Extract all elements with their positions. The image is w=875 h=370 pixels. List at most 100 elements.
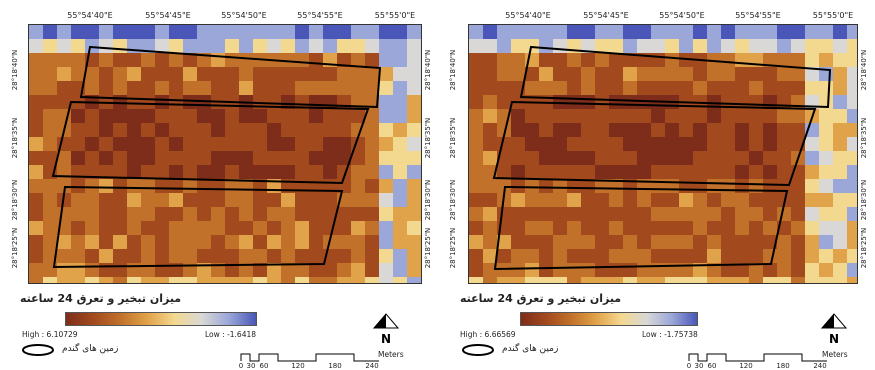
raster-cell	[225, 109, 240, 124]
raster-cell	[609, 39, 624, 54]
raster-cell	[511, 151, 526, 166]
raster-cell	[71, 151, 86, 166]
lon-tick: 55°54'40"E	[505, 11, 551, 20]
raster-cell	[679, 235, 694, 250]
raster-cell	[763, 67, 778, 82]
raster-cell	[581, 249, 596, 264]
raster-cell	[651, 137, 666, 152]
raster-cell	[749, 235, 764, 250]
raster-cell	[595, 109, 610, 124]
raster-cell	[393, 67, 408, 82]
raster-cell	[239, 123, 254, 138]
wheat-field-boundary	[519, 45, 832, 109]
raster-cell	[295, 193, 310, 208]
high-label: High : 6.10729	[22, 330, 78, 339]
raster-cell	[651, 221, 666, 236]
raster-cell	[525, 193, 540, 208]
raster-cell	[763, 263, 778, 278]
raster-cell	[113, 25, 128, 40]
raster-cell	[581, 67, 596, 82]
raster-cell	[141, 249, 156, 264]
raster-cell	[763, 39, 778, 54]
raster-cell	[819, 179, 834, 194]
raster-cell	[539, 81, 554, 96]
raster-cell	[707, 221, 722, 236]
raster-cell	[777, 39, 792, 54]
raster-cell	[407, 81, 421, 96]
raster-cell	[525, 263, 540, 278]
raster-cell	[85, 123, 100, 138]
raster-cell	[609, 151, 624, 166]
raster-cell	[483, 67, 498, 82]
legend-title: میزان تبخیر و تعرق 24 ساعته	[460, 292, 622, 305]
raster-cell	[791, 39, 806, 54]
raster-cell	[29, 207, 44, 222]
raster-cell	[113, 137, 128, 152]
raster-cell	[819, 123, 834, 138]
raster-cell	[393, 25, 408, 40]
raster-cell	[211, 207, 226, 222]
raster-cell	[693, 277, 708, 283]
raster-cell	[469, 137, 484, 152]
raster-cell	[169, 179, 184, 194]
raster-cell	[483, 193, 498, 208]
raster-cell	[497, 235, 512, 250]
raster-cell	[609, 277, 624, 283]
raster-cell	[281, 235, 296, 250]
raster-cell	[469, 235, 484, 250]
raster-cell	[623, 207, 638, 222]
raster-cell	[749, 165, 764, 180]
scale-number: 120	[739, 362, 753, 370]
raster-cell	[805, 53, 820, 68]
raster-cell	[609, 81, 624, 96]
raster-cell	[99, 67, 114, 82]
raster-cell	[379, 109, 394, 124]
raster-cell	[637, 249, 652, 264]
raster-cell	[847, 221, 857, 236]
raster-cell	[567, 165, 582, 180]
raster-cell	[323, 123, 338, 138]
raster-cell	[57, 81, 72, 96]
lat-tick: 28°18'30"N	[11, 179, 19, 221]
scale-number: 240	[813, 362, 827, 370]
raster-cell	[281, 207, 296, 222]
raster-cell	[211, 81, 226, 96]
raster-cell	[539, 137, 554, 152]
raster-cell	[337, 263, 352, 278]
raster-cell	[183, 221, 198, 236]
raster-cell	[239, 207, 254, 222]
raster-cell	[281, 123, 296, 138]
raster-cell	[225, 277, 240, 283]
raster-cell	[637, 151, 652, 166]
raster-cell	[183, 277, 198, 283]
raster-cell	[183, 39, 198, 54]
raster-cell	[721, 25, 736, 40]
lon-tick: 55°54'50"E	[221, 11, 267, 20]
raster-cell	[679, 151, 694, 166]
raster-cell	[295, 165, 310, 180]
raster-cell	[847, 263, 857, 278]
raster-cell	[735, 67, 750, 82]
raster-cell	[581, 53, 596, 68]
raster-cell	[679, 249, 694, 264]
raster-cell	[525, 151, 540, 166]
raster-cell	[323, 207, 338, 222]
raster-cell	[225, 221, 240, 236]
raster-cell	[749, 221, 764, 236]
raster-cell	[141, 151, 156, 166]
raster-cell	[833, 53, 848, 68]
raster-cell	[281, 277, 296, 283]
raster-cell	[497, 67, 512, 82]
raster-cell	[155, 123, 170, 138]
raster-cell	[805, 249, 820, 264]
raster-cell	[791, 179, 806, 194]
wheat-field-boundary	[52, 185, 344, 269]
boundary-label: زمین های گندم	[502, 344, 559, 354]
raster-cell	[469, 165, 484, 180]
raster-cell	[239, 249, 254, 264]
raster-cell	[763, 25, 778, 40]
raster-cell	[393, 39, 408, 54]
raster-cell	[379, 53, 394, 68]
raster-cell	[337, 235, 352, 250]
raster-cell	[127, 67, 142, 82]
